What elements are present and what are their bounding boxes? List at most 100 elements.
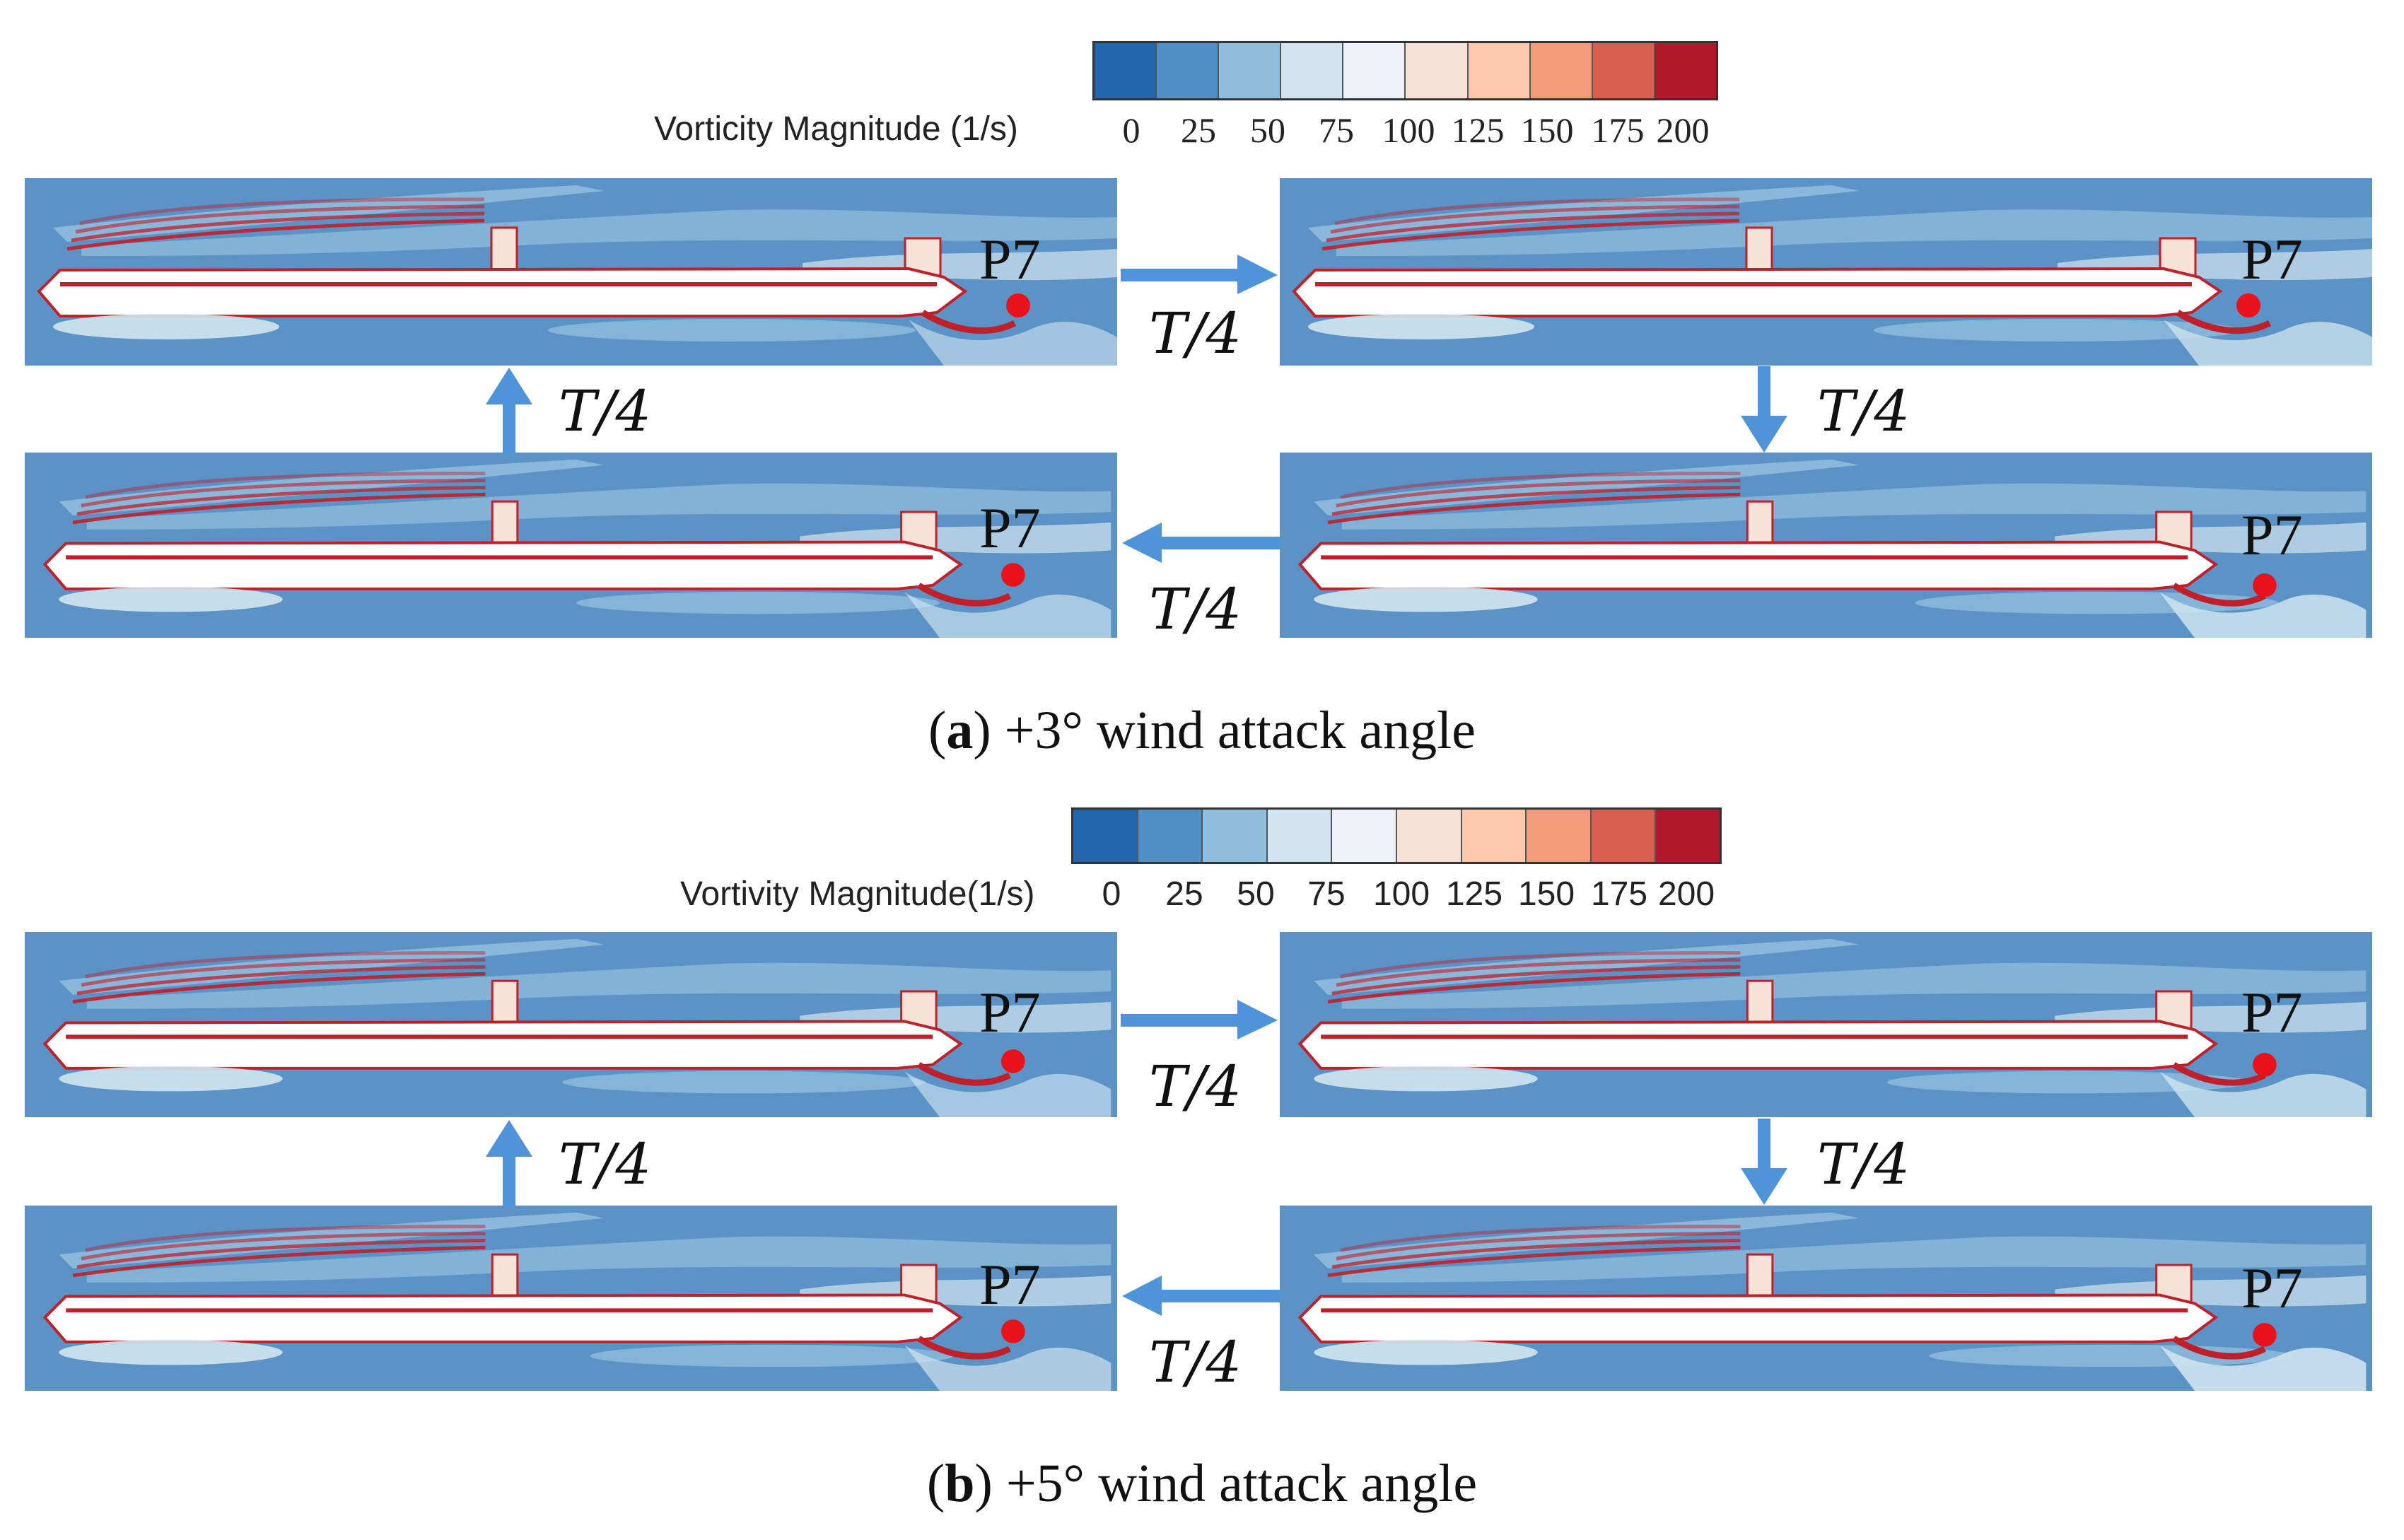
probe-label-b1: P7 xyxy=(979,980,1041,1044)
arrow-right-icon xyxy=(1121,255,1278,294)
trailing-shear-layer xyxy=(921,310,1017,334)
arrow-right-icon xyxy=(1121,1000,1278,1039)
colorbar-b-tick: 50 xyxy=(1237,875,1275,913)
shear-layer xyxy=(81,1232,486,1261)
shear-layer xyxy=(85,1225,486,1252)
arrow-down-icon xyxy=(1741,1119,1787,1205)
step-label-b-down: T/4 xyxy=(1817,1131,1910,1197)
shear-layer xyxy=(1336,1232,1741,1261)
shear-layer xyxy=(1327,972,1741,1004)
railing-column xyxy=(1746,1253,1774,1299)
deck-section xyxy=(42,1293,964,1343)
vorticity-field xyxy=(1285,453,2367,638)
vorticity-panel-b2 xyxy=(1280,932,2372,1117)
colorbar-swatch xyxy=(1406,43,1469,98)
shear-layer xyxy=(85,951,486,979)
lower-vortex xyxy=(59,1339,283,1365)
colorbar-a-title: Vorticity Magnitude (1/s) xyxy=(654,110,1018,148)
colorbar-swatch xyxy=(1591,810,1657,862)
lower-vortex xyxy=(59,1066,283,1092)
deck-section xyxy=(37,267,968,317)
trailing-wake xyxy=(904,1345,1111,1391)
colorbar-a-tick: 150 xyxy=(1520,110,1574,150)
deck-section xyxy=(1297,540,2219,590)
colorbar-b-tick: 125 xyxy=(1445,875,1503,913)
step-label-b-right: T/4 xyxy=(1149,1054,1242,1119)
probe-point-marker xyxy=(2236,293,2260,317)
railing-column xyxy=(490,226,518,273)
colorbar-swatch xyxy=(1468,43,1531,98)
mid-wake-band xyxy=(86,962,1111,1009)
shear-layer xyxy=(76,485,486,516)
shear-layer xyxy=(1331,964,1741,996)
lower-vortex xyxy=(59,586,283,612)
colorbar-b-tick: 75 xyxy=(1307,875,1346,913)
arrow-up-icon xyxy=(486,368,532,455)
trailing-wake xyxy=(2159,1345,2367,1391)
shear-layer xyxy=(72,1245,486,1278)
colorbar-swatch xyxy=(1219,43,1282,98)
trailing-wake xyxy=(909,320,1117,366)
colorbar-swatch xyxy=(1281,43,1344,98)
mid-wake-band xyxy=(1341,962,2367,1009)
colorbar-swatch xyxy=(1138,810,1203,862)
trailing-wake xyxy=(904,592,1111,638)
colorbar-a-tick: 0 xyxy=(1122,110,1140,150)
arrow-left-icon xyxy=(1122,1276,1280,1316)
shear-layer xyxy=(76,1238,486,1269)
lower-vortex xyxy=(1314,586,1538,612)
probe-label-b3: P7 xyxy=(979,1252,1041,1317)
deck-section xyxy=(42,540,964,590)
shear-layer xyxy=(1330,204,1740,234)
vorticity-panel-a2 xyxy=(1280,178,2372,366)
colorbar-swatch xyxy=(1527,810,1592,862)
shear-layer xyxy=(1340,1225,1741,1252)
shear-layer xyxy=(72,492,486,525)
colorbar-swatch xyxy=(1203,810,1268,862)
probe-point-marker xyxy=(1001,1319,1025,1343)
colorbar-b-tick: 0 xyxy=(1102,875,1121,913)
trailing-shear-layer xyxy=(917,583,1011,607)
deck-section xyxy=(1297,1020,2219,1070)
mid-wake-band xyxy=(1341,1236,2367,1283)
colorbar-a-tick: 75 xyxy=(1319,110,1354,150)
railing-column xyxy=(1745,226,1773,273)
colorbar-b xyxy=(1071,807,1722,864)
colorbar-swatch xyxy=(1095,43,1157,98)
colorbar-a-tick: 50 xyxy=(1250,110,1285,150)
vorticity-field xyxy=(1285,932,2367,1117)
probe-point-marker xyxy=(2253,1323,2277,1347)
railing-column xyxy=(1746,500,1774,546)
shear-layer xyxy=(1331,485,1741,516)
probe-label-a3: P7 xyxy=(979,496,1041,560)
vorticity-panel-b3 xyxy=(25,1206,1117,1391)
shear-layer xyxy=(66,218,485,251)
probe-label-a4: P7 xyxy=(2241,503,2303,567)
shear-layer xyxy=(81,479,486,508)
vorticity-panel-a3 xyxy=(25,453,1117,638)
colorbar-a-tick: 125 xyxy=(1451,110,1505,150)
lower-vortex xyxy=(576,591,940,614)
colorbar-a-tick: 25 xyxy=(1181,110,1216,150)
colorbar-swatch xyxy=(1530,43,1593,98)
railing-column xyxy=(491,500,519,546)
probe-label-a1: P7 xyxy=(979,227,1041,291)
step-label-b-up: T/4 xyxy=(559,1131,652,1197)
colorbar-swatch xyxy=(1343,43,1406,98)
vorticity-field xyxy=(30,932,1111,1117)
caption-b: (b) +5° wind attack angle xyxy=(926,1454,1478,1513)
lower-vortex xyxy=(1887,1071,2251,1094)
step-label-a-up: T/4 xyxy=(559,378,652,444)
probe-point-marker xyxy=(2253,1053,2277,1077)
railing-column xyxy=(491,979,519,1025)
colorbar-swatch xyxy=(1157,43,1220,98)
colorbar-b-tick: 25 xyxy=(1165,875,1203,913)
shear-layer xyxy=(79,197,485,226)
colorbar-a-tick: 200 xyxy=(1656,110,1710,150)
lower-vortex xyxy=(1308,314,1534,339)
caption-b-text: +5° wind attack angle xyxy=(1005,1454,1478,1513)
shear-layer xyxy=(1340,951,1741,979)
vorticity-field xyxy=(30,453,1111,638)
shear-layer xyxy=(1331,1238,1741,1269)
lower-vortex xyxy=(590,1344,954,1367)
